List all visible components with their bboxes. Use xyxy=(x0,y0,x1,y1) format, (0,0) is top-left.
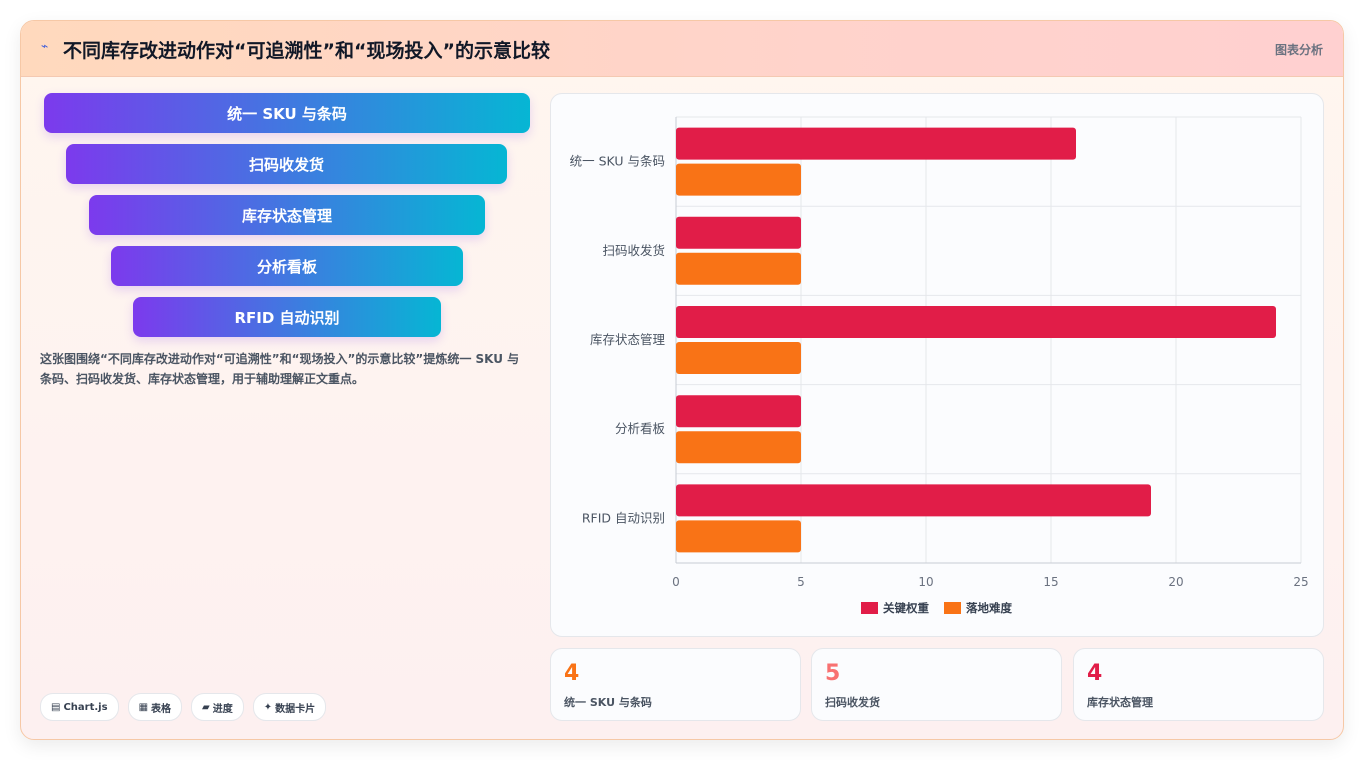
funnel-step-3: 库存状态管理 xyxy=(89,195,485,235)
progress-icon: ▰ xyxy=(202,701,210,713)
stat-label: 库存状态管理 xyxy=(1087,696,1153,709)
x-tick-label: 5 xyxy=(797,575,805,589)
header: ⌁ 不同库存改进动作对“可追溯性”和“现场投入”的示意比较 图表分析 xyxy=(21,21,1343,77)
funnel-step-2: 扫码收发货 xyxy=(66,144,507,184)
stat-value: 4 xyxy=(1087,661,1103,686)
funnel-step-5: RFID 自动识别 xyxy=(133,297,441,337)
chip-label: Chart.js xyxy=(63,701,108,713)
chip-label: 表格 xyxy=(151,703,172,715)
y-tick-label: 库存状态管理 xyxy=(590,332,666,347)
bar-key-weight xyxy=(676,306,1276,338)
chip-progress[interactable]: ▰ 进度 xyxy=(191,693,244,721)
stat-card-2: 5 扫码收发货 xyxy=(811,648,1062,721)
chip-table[interactable]: ▦ 表格 xyxy=(127,693,183,721)
chip-row: ▤ Chart.js ▦ 表格 ▰ 进度 ✦ 数据卡片 xyxy=(40,693,327,721)
legend-label: 落地难度 xyxy=(966,601,1012,615)
x-tick-label: 0 xyxy=(672,575,680,589)
bar-key-weight xyxy=(676,395,801,428)
stat-label: 统一 SKU 与条码 xyxy=(564,696,652,709)
stat-value: 5 xyxy=(825,661,841,686)
chart-icon: ▤ xyxy=(51,701,61,713)
stat-label: 扫码收发货 xyxy=(825,696,880,709)
chart-panel: 0 5 10 15 20 25 统一 SKU 与条码扫码收发货库存状态管理分析看板 RFID … xyxy=(550,93,1324,637)
legend-swatch xyxy=(944,602,961,614)
y-tick-label: RFID 自动识别 xyxy=(582,510,665,525)
x-tick-label: 25 xyxy=(1293,575,1308,589)
x-tick-label: 15 xyxy=(1043,575,1058,589)
bar-key-weight xyxy=(676,127,1076,160)
legend-label: 关键权重 xyxy=(883,601,929,615)
description: 这张图围绕“不同库存改进动作对“可追溯性”和“现场投入”的示意比较”提炼统一 S… xyxy=(40,352,520,386)
sparkle-icon: ✦ xyxy=(263,701,273,713)
table-icon: ▦ xyxy=(138,701,149,713)
stat-card-1: 4 统一 SKU 与条码 xyxy=(550,648,801,721)
bar-difficulty xyxy=(676,520,801,553)
funnel-step-1: 统一 SKU 与条码 xyxy=(44,93,530,133)
page-title: 不同库存改进动作对“可追溯性”和“现场投入”的示意比较 xyxy=(63,40,550,62)
bar-difficulty xyxy=(676,252,801,285)
x-tick-label: 20 xyxy=(1168,575,1183,589)
wave-icon: ⌁ xyxy=(41,39,49,53)
chart-analysis-link[interactable]: 图表分析 xyxy=(1274,43,1323,57)
funnel-step-4: 分析看板 xyxy=(111,246,463,286)
y-tick-label: 扫码收发货 xyxy=(602,243,665,258)
bar-difficulty xyxy=(676,163,801,196)
y-tick-label: 分析看板 xyxy=(615,421,666,436)
main-card: ⌁ 不同库存改进动作对“可追溯性”和“现场投入”的示意比较 图表分析 统一 SK… xyxy=(20,20,1344,740)
stat-card-3: 4 库存状态管理 xyxy=(1073,648,1324,721)
bar-difficulty xyxy=(676,342,801,374)
chip-label: 进度 xyxy=(212,703,233,715)
bar-key-weight xyxy=(676,216,801,249)
bar-difficulty xyxy=(676,431,801,464)
x-tick-label: 10 xyxy=(918,575,933,589)
stat-value: 4 xyxy=(564,661,580,686)
chip-chartjs[interactable]: ▤ Chart.js xyxy=(40,693,119,721)
chip-data-card[interactable]: ✦ 数据卡片 xyxy=(252,693,327,721)
chip-label: 数据卡片 xyxy=(275,703,316,715)
bar-key-weight xyxy=(676,484,1151,517)
legend-swatch xyxy=(861,602,878,614)
y-tick-label: 统一 SKU 与条码 xyxy=(570,154,665,169)
